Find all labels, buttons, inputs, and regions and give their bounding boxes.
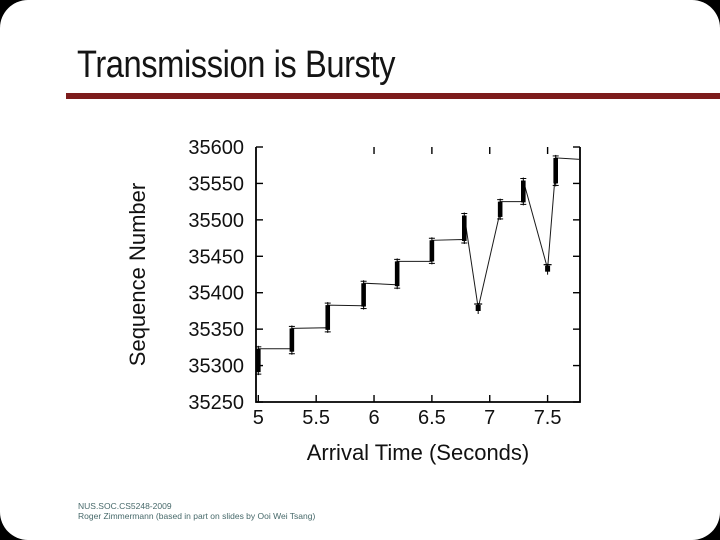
y-tick-label: 35350 [188, 319, 244, 341]
plot-border [255, 147, 581, 403]
slide-title: Transmission is Bursty [77, 44, 396, 86]
y-tick-label: 35250 [188, 392, 244, 414]
sequence-number-vs-arrival-time-chart: 35250 35300 35350 35400 35450 35500 35550 35600… [128, 137, 581, 465]
y-tick-label: 35550 [188, 173, 244, 195]
x-tick-label: 7.5 [534, 407, 562, 429]
x-tick-label: 5.5 [302, 407, 330, 429]
y-tick-label: 35400 [188, 283, 244, 305]
title-underline-rule [66, 93, 720, 99]
x-tick-label: 6.5 [418, 407, 446, 429]
y-tick-label: 35600 [188, 137, 244, 159]
x-tick-label: 7 [484, 407, 495, 429]
x-axis-label: Arrival Time (Seconds) [307, 440, 530, 465]
footer-course-code: NUS.SOC.CS5248-2009 [78, 501, 172, 511]
x-tick-label: 6 [368, 407, 379, 429]
x-tick-label: 5 [253, 407, 264, 429]
slide-footer: NUS.SOC.CS5248-2009 Roger Zimmermann (ba… [78, 501, 316, 521]
footer-author-credit: Roger Zimmermann (based in part on slide… [78, 510, 316, 521]
data-line [257, 157, 581, 373]
y-tick-label: 35300 [188, 356, 244, 378]
y-axis-label: Sequence Number [128, 183, 150, 366]
y-tick-label: 35450 [188, 246, 244, 268]
y-tick-label: 35500 [188, 210, 244, 232]
